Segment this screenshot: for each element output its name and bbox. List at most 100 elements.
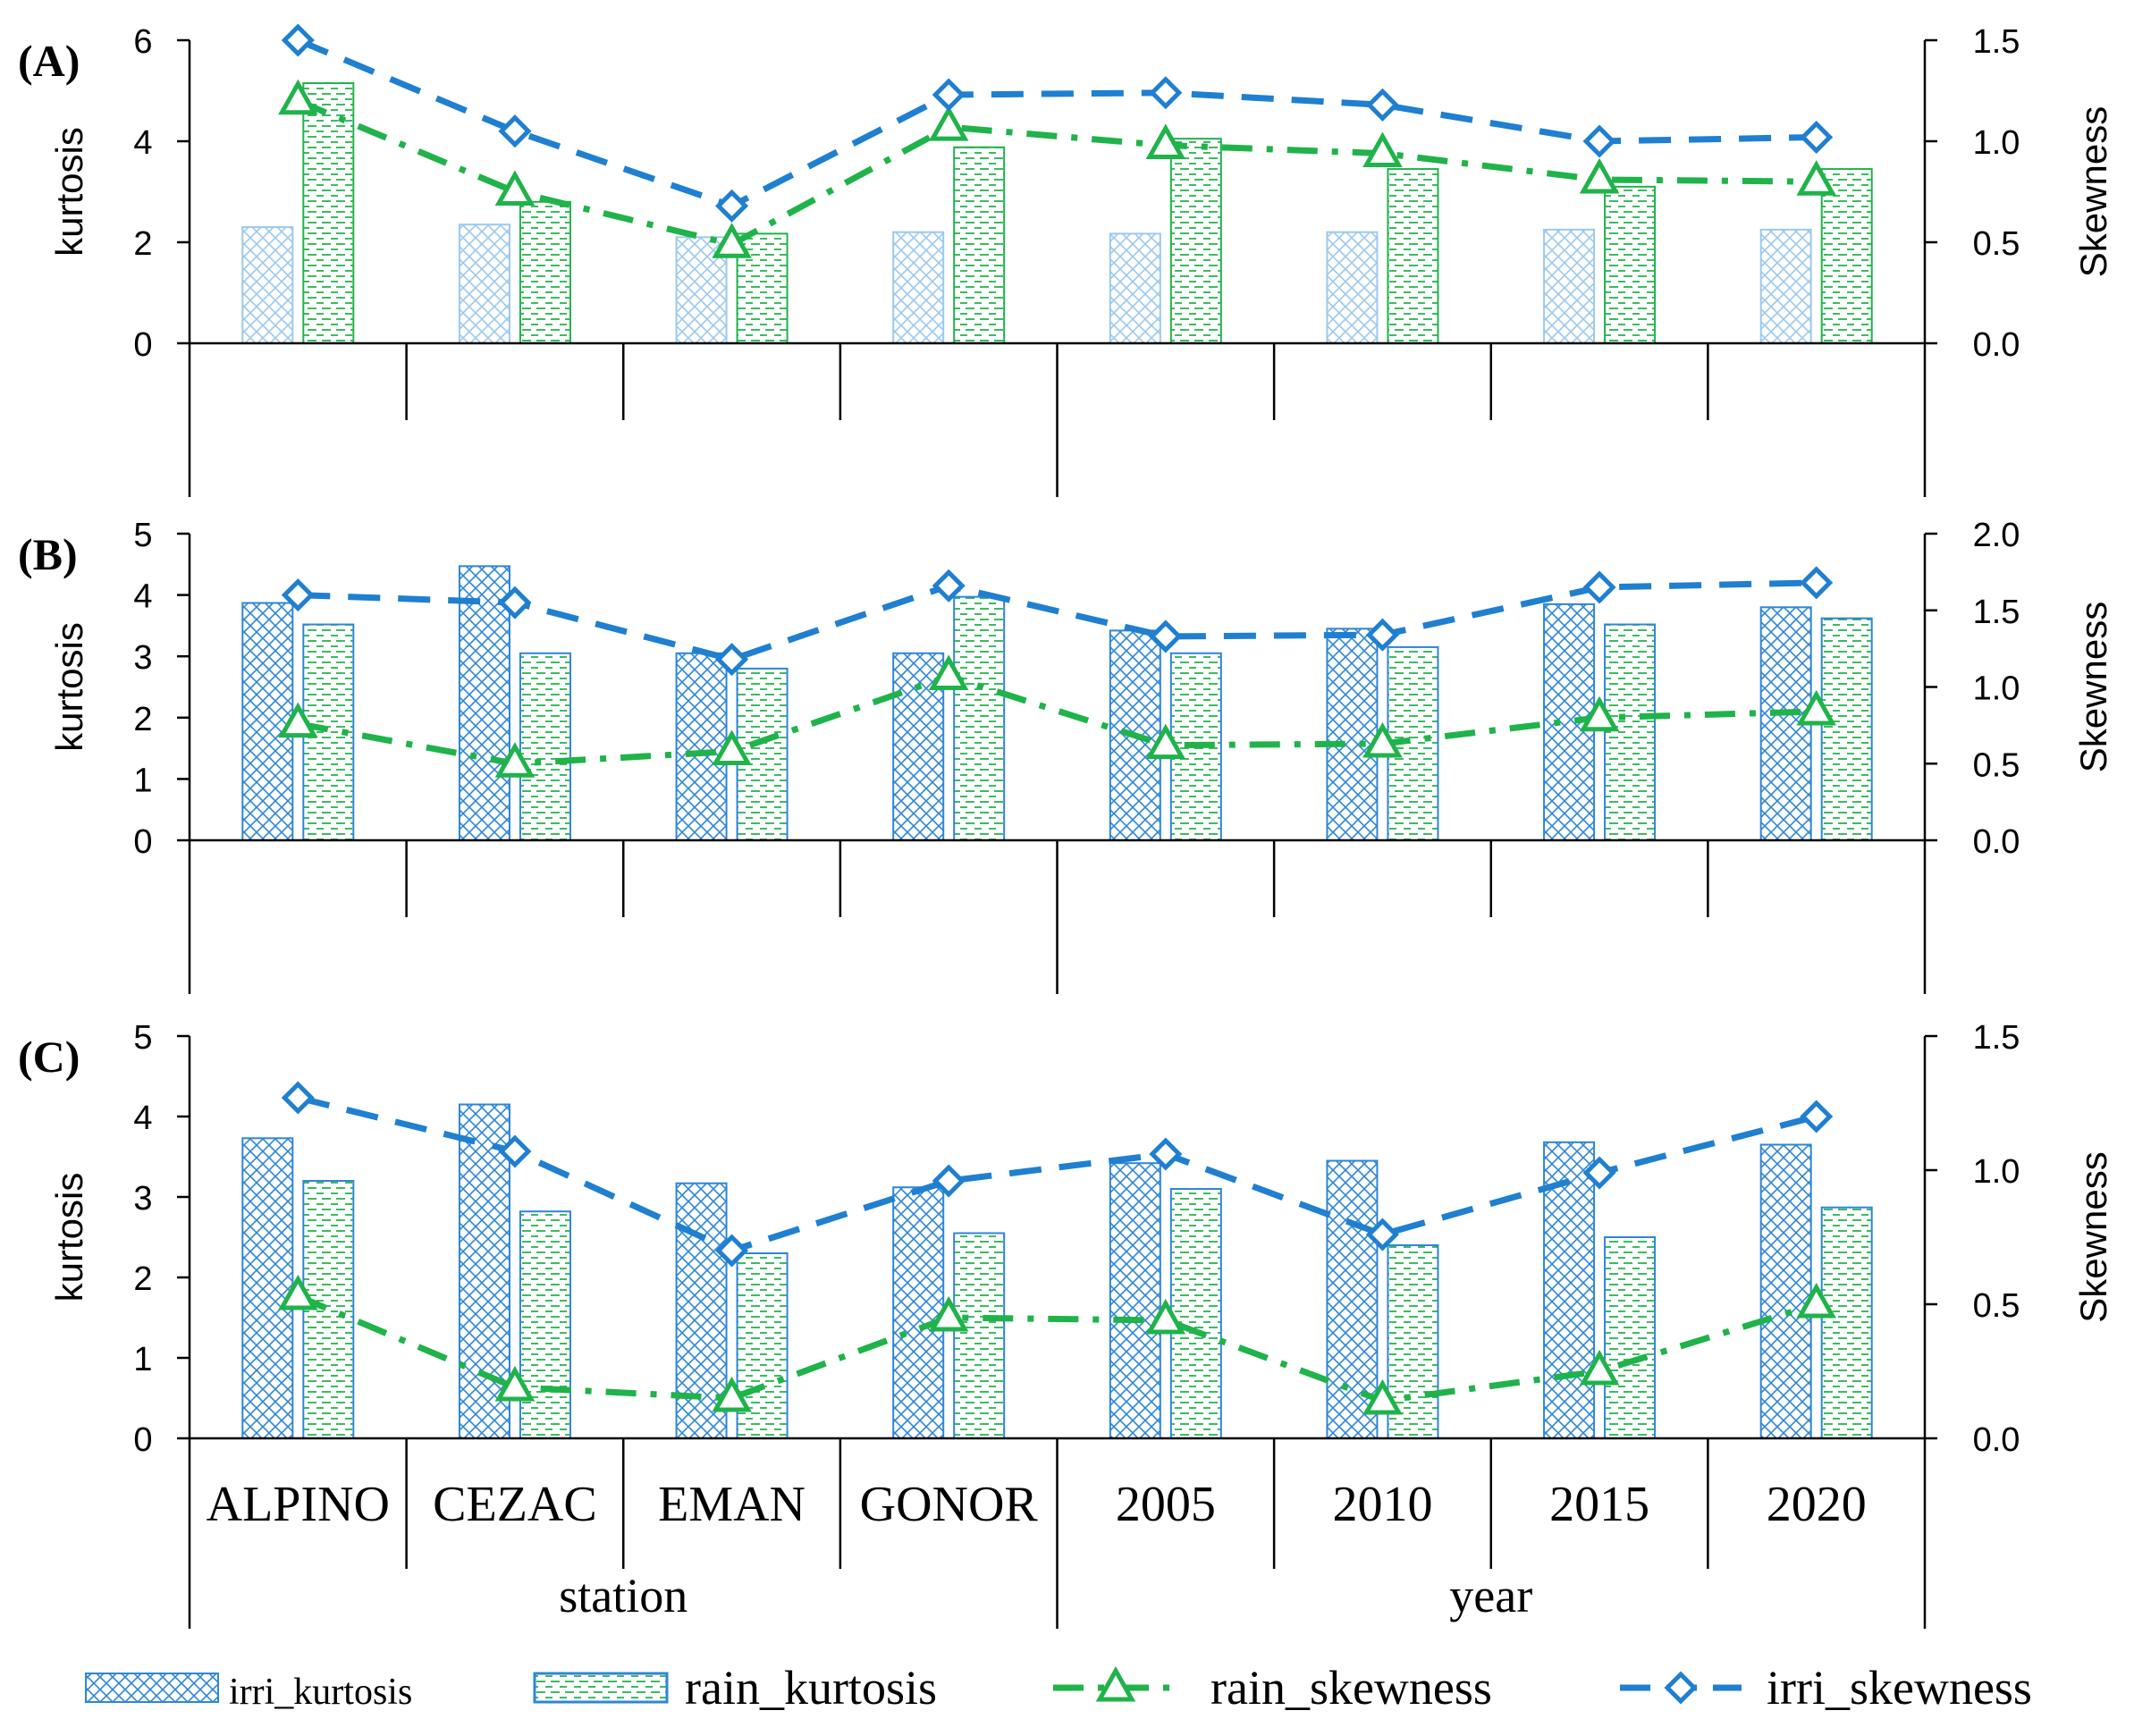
left-tick-label: 1	[133, 1341, 152, 1378]
panel-label: (B)	[18, 529, 78, 579]
rain-skewness-marker	[1362, 1378, 1403, 1415]
right-tick-label: 2.0	[1973, 517, 2020, 554]
left-tick-label: 0	[133, 326, 152, 364]
rain-skewness-marker	[494, 742, 536, 778]
legend-swatch	[85, 1673, 219, 1703]
irri-kurtosis-bar	[1543, 1141, 1596, 1440]
category-table	[188, 343, 1927, 497]
irri-skewness-marker	[1365, 88, 1399, 122]
right-tick-label: 0.0	[1973, 823, 2020, 861]
irri-kurtosis-bar	[241, 1137, 294, 1440]
rain-skewness-marker	[1579, 157, 1620, 194]
irri-skewness-marker	[1149, 1137, 1183, 1171]
legend-label: irri_kurtosis	[229, 1672, 412, 1713]
legend-item-irri_skewness: irri_skewness	[1620, 1661, 2032, 1715]
rain-skewness-marker	[1796, 689, 1836, 726]
right-tick-label: 1.0	[1973, 124, 2020, 162]
irri-skewness-marker	[1582, 124, 1616, 158]
irri-kurtosis-bar	[1326, 231, 1379, 345]
category-label: 2015	[1549, 1477, 1649, 1532]
rain-skewness-marker	[278, 79, 318, 115]
category-label: 2005	[1116, 1477, 1216, 1532]
irri-skewness-marker	[281, 578, 315, 612]
left-tick-label: 2	[133, 225, 152, 263]
irri-kurtosis-bar	[1543, 228, 1596, 344]
irri-kurtosis-bar	[1326, 1159, 1379, 1439]
rain-skewness-marker	[1362, 721, 1403, 758]
irri-kurtosis-bar	[241, 602, 294, 841]
right-tick-label: 0.5	[1973, 1287, 2020, 1325]
left-tick-label: 5	[133, 517, 152, 554]
right-tick-label: 0.5	[1973, 225, 2020, 263]
rain-kurtosis-bar	[1604, 1236, 1657, 1439]
rain-skewness-marker	[928, 105, 969, 141]
rain-skewness-marker	[1145, 1298, 1186, 1335]
rain-skewness-marker	[712, 729, 752, 766]
irri-kurtosis-bar	[892, 1186, 945, 1439]
rain-kurtosis-bar	[302, 82, 355, 345]
left-tick-label: 3	[133, 639, 152, 677]
panel-1: 0 2 4 6 0.0 0.5 1.0 1.5 kurtosis Skewness (A)	[18, 23, 2114, 497]
rain-skewness-marker	[1145, 723, 1186, 760]
legend-label: rain_skewness	[1210, 1661, 1492, 1715]
right-tick-label: 1.5	[1973, 1019, 2020, 1057]
irri-skewness-marker	[281, 1081, 315, 1115]
category-label: GONOR	[860, 1477, 1039, 1532]
legend-item-rain_skewness: rain_skewness	[1053, 1661, 1492, 1715]
rain-skewness-marker	[928, 654, 969, 690]
irri-kurtosis-bar	[1759, 1143, 1812, 1439]
category-table	[188, 840, 1927, 994]
left-tick-label: 2	[133, 701, 152, 738]
rain-kurtosis-bar	[953, 1232, 1006, 1439]
irri-skewness-line	[296, 37, 1817, 210]
left-tick-label: 0	[133, 823, 152, 861]
right-tick-label: 1.0	[1973, 1153, 2020, 1191]
rain-skewness-line	[296, 1293, 1818, 1404]
irri-skewness-marker	[1800, 120, 1834, 155]
irri-kurtosis-bar	[1326, 628, 1379, 842]
rain-kurtosis-bar	[519, 200, 571, 344]
irri-kurtosis-bar	[1109, 1162, 1161, 1439]
panels-layer: 0 2 4 6 0.0 0.5 1.0 1.5 kurtosis Skewness (A) 0 1 2 3 4…	[18, 23, 2114, 1629]
irri-skewness-line	[297, 1094, 1818, 1254]
legend-item-irri_kurtosis: irri_kurtosis	[85, 1672, 412, 1713]
rain-kurtosis-bar	[1169, 138, 1222, 344]
left-tick-label: 0	[133, 1421, 152, 1459]
left-axis-title: kurtosis	[48, 1173, 90, 1302]
irri-skewness-marker	[715, 1234, 749, 1268]
right-axis-title: Skewness	[2072, 106, 2114, 277]
irri-skewness-marker	[1365, 1218, 1399, 1251]
rain-skewness-marker	[278, 1274, 318, 1310]
right-axis-title: Skewness	[2072, 602, 2114, 772]
left-axis-title: kurtosis	[48, 622, 90, 752]
legend: irri_kurtosis rain_kurtosis rain_skewness i…	[85, 1661, 2032, 1715]
rain-skewness-marker	[1145, 123, 1186, 160]
left-tick-label: 4	[133, 1100, 152, 1137]
legend-marker	[1664, 1671, 1698, 1705]
rain-skewness-marker	[494, 170, 536, 206]
left-tick-label: 4	[133, 578, 152, 616]
irri-skewness-marker	[1800, 1100, 1834, 1133]
rain-skewness-marker	[712, 223, 752, 258]
irri-kurtosis-bar	[1759, 228, 1812, 344]
irri-skewness-marker	[1582, 1156, 1616, 1190]
rain-kurtosis-bar	[953, 146, 1006, 344]
panel-label: (A)	[18, 36, 80, 86]
rain-skewness-marker	[278, 702, 318, 738]
category-label: 2010	[1332, 1477, 1432, 1532]
rain-kurtosis-bar	[1169, 1188, 1222, 1439]
right-tick-label: 1.5	[1973, 594, 2020, 631]
rain-skewness-line	[296, 97, 1817, 248]
irri-skewness-marker	[1800, 566, 1834, 600]
rain-kurtosis-bar	[953, 595, 1006, 842]
left-tick-label: 5	[133, 1019, 152, 1057]
right-tick-label: 1.0	[1973, 670, 2020, 708]
irri-skewness-marker	[932, 569, 966, 603]
category-table: ALPINO CEZAC EMAN GONOR 2005 2010 2015 2020 stat…	[188, 1438, 1927, 1629]
rain-skewness-marker	[712, 1376, 752, 1412]
left-axis-title: kurtosis	[48, 127, 90, 257]
irri-skewness-marker	[715, 189, 749, 223]
irri-skewness-marker	[932, 78, 966, 112]
rain-skewness-marker	[1796, 160, 1836, 196]
right-axis-title: Skewness	[2072, 1151, 2114, 1322]
